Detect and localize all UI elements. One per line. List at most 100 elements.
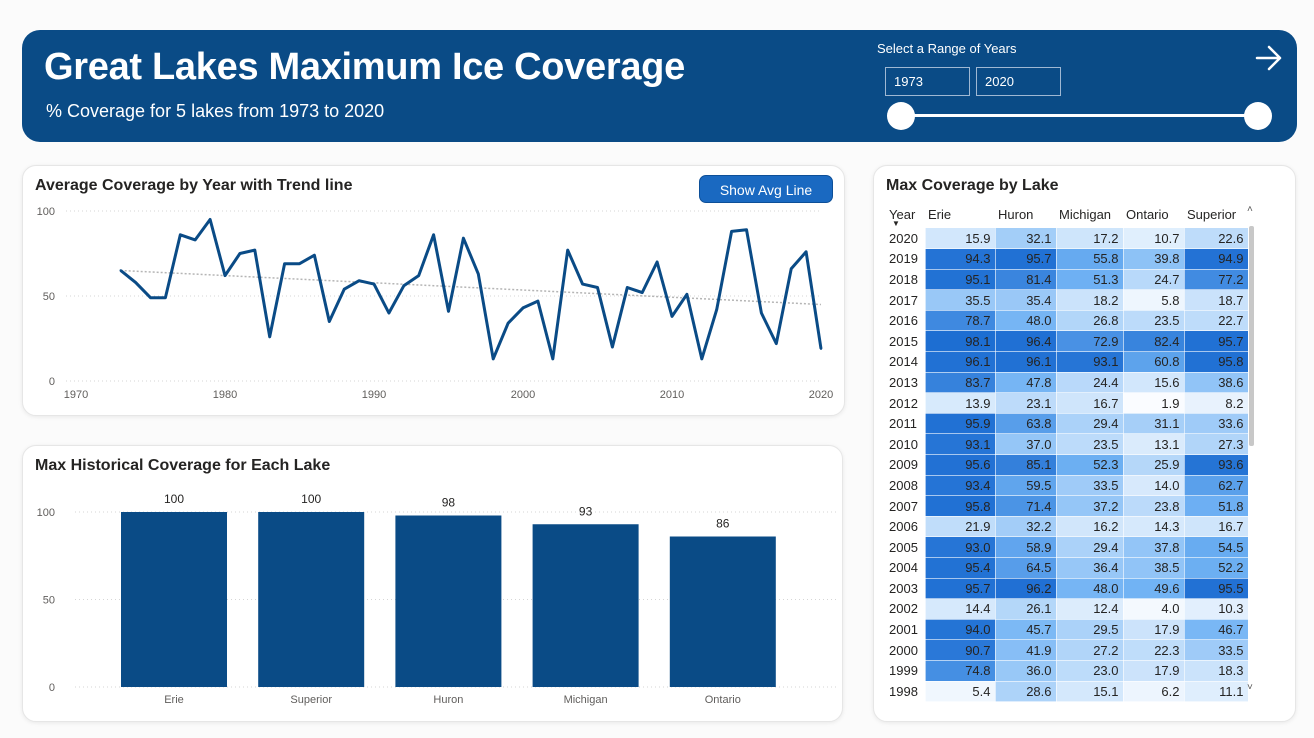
coverage-cell: 82.4 [1123,330,1185,353]
data-point [253,248,256,252]
coverage-cell: 96.2 [995,578,1057,600]
coverage-cell: 94.0 [925,619,996,641]
coverage-cell: 90.7 [925,639,996,661]
coverage-cell: 46.7 [1184,619,1249,641]
coverage-cell: 5.8 [1123,289,1185,311]
data-label: 100 [301,492,321,506]
page-title: Great Lakes Maximum Ice Coverage [44,46,685,88]
year-end-input[interactable]: 2020 [976,67,1061,96]
data-point [626,286,629,289]
table-row: 2019 94.3 95.7 55.8 39.8 94.9 [886,248,1249,270]
year-cell: 2008 [886,475,926,497]
coverage-cell: 32.2 [995,516,1057,538]
x-tick-label: Superior [290,694,332,706]
year-cell: 2020 [886,228,926,250]
table-row: 2002 14.4 26.1 12.4 4.0 10.3 [886,598,1249,620]
year-cell: 2002 [886,598,926,620]
table-row: 2004 95.4 64.5 36.4 38.5 52.2 [886,557,1249,579]
year-cell: 2015 [886,330,926,353]
table-row: 2009 95.6 85.1 52.3 25.9 93.6 [886,454,1249,476]
data-point [641,291,644,294]
scroll-down-icon[interactable]: ˅ [1247,682,1253,693]
coverage-cell: 26.8 [1056,310,1124,332]
coverage-cell: 51.3 [1056,269,1124,291]
show-avg-line-button[interactable]: Show Avg Line [699,175,833,203]
column-header-ontario[interactable]: Ontario [1126,206,1169,222]
coverage-cell: 21.9 [925,516,996,538]
coverage-cell: 98.1 [925,330,996,353]
coverage-cell: 4.0 [1123,598,1185,620]
coverage-cell: 95.9 [925,413,996,435]
coverage-cell: 51.8 [1184,495,1249,517]
data-point [313,254,316,257]
x-tick-label: 1990 [362,389,386,401]
coverage-cell: 36.0 [995,660,1057,682]
coverage-cell: 14.0 [1123,475,1185,497]
column-header-year[interactable]: Year ▼ [889,206,916,229]
sort-desc-icon[interactable]: ▼ [892,219,900,228]
table-row: 2003 95.7 96.2 48.0 49.6 95.5 [886,578,1249,600]
year-cell: 2018 [886,269,926,291]
year-start-input[interactable]: 1973 [885,67,970,96]
data-point [700,357,703,361]
coverage-cell: 5.4 [925,681,996,703]
year-cell: 1998 [886,681,926,703]
table-row: 2011 95.9 63.8 29.4 31.1 33.6 [886,413,1249,435]
data-label: 98 [442,496,456,510]
slider-handle-start[interactable] [887,102,915,130]
coverage-cell: 55.8 [1056,248,1124,270]
line-chart-card: Average Coverage by Year with Trend line… [22,165,845,416]
coverage-cell: 38.6 [1184,372,1249,394]
data-point [283,262,286,265]
y-tick-label: 0 [49,682,55,694]
table-row: 2016 78.7 48.0 26.8 23.5 22.7 [886,310,1249,332]
column-header-huron[interactable]: Huron [998,206,1034,222]
coverage-cell: 8.2 [1184,392,1249,414]
coverage-cell: 95.7 [1184,330,1249,353]
coverage-cell: 77.2 [1184,269,1249,291]
coverage-cell: 49.6 [1123,578,1185,600]
table-row: 2008 93.4 59.5 33.5 14.0 62.7 [886,475,1249,497]
coverage-cell: 52.2 [1184,557,1249,579]
table-row: 2015 98.1 96.4 72.9 82.4 95.7 [886,330,1249,353]
coverage-cell: 96.1 [995,351,1057,373]
coverage-cell: 63.8 [995,413,1057,435]
page-subtitle: % Coverage for 5 lakes from 1973 to 2020 [46,101,385,121]
year-cell: 2005 [886,536,926,558]
coverage-cell: 93.4 [925,475,996,497]
slider-handle-end[interactable] [1244,102,1272,130]
data-point [804,250,808,253]
coverage-cell: 16.7 [1056,392,1124,414]
scroll-up-icon[interactable]: ˄ [1247,204,1253,215]
arrow-right-icon[interactable] [1254,44,1284,72]
bar-ontario [669,536,776,687]
column-header-erie[interactable]: Erie [928,206,952,222]
table-row: 2000 90.7 41.9 27.2 22.3 33.5 [886,639,1249,661]
table-title: Max Coverage by Lake [886,177,1059,194]
data-point [298,262,301,265]
coverage-cell: 54.5 [1184,536,1249,558]
coverage-cell: 18.3 [1184,660,1249,682]
year-range-slider-track[interactable] [900,114,1258,117]
data-point [134,281,137,284]
x-tick-label: 1980 [213,389,237,401]
column-header-superior[interactable]: Superior [1187,206,1237,222]
data-point [372,282,376,286]
coverage-cell: 13.1 [1123,433,1185,456]
trend-line [120,269,822,306]
scroll-thumb[interactable] [1249,226,1254,446]
data-point [417,274,420,277]
bar-chart: 0 50 100 100 Erie 100 Superior 98 Huron 93 Michiga… [37,492,839,706]
data-point [730,230,733,233]
data-point [223,274,227,277]
column-header-michigan[interactable]: Michigan [1059,206,1112,222]
coverage-cell: 35.5 [925,289,996,311]
x-tick-label: Erie [164,694,184,706]
coverage-cell: 10.3 [1184,598,1249,620]
coverage-cell: 17.9 [1123,660,1185,682]
year-cell: 1999 [886,660,926,682]
table-scrollbar[interactable]: ˄ ˅ [1247,200,1256,710]
coverage-cell: 37.0 [995,433,1057,456]
coverage-cell: 22.3 [1123,639,1185,661]
